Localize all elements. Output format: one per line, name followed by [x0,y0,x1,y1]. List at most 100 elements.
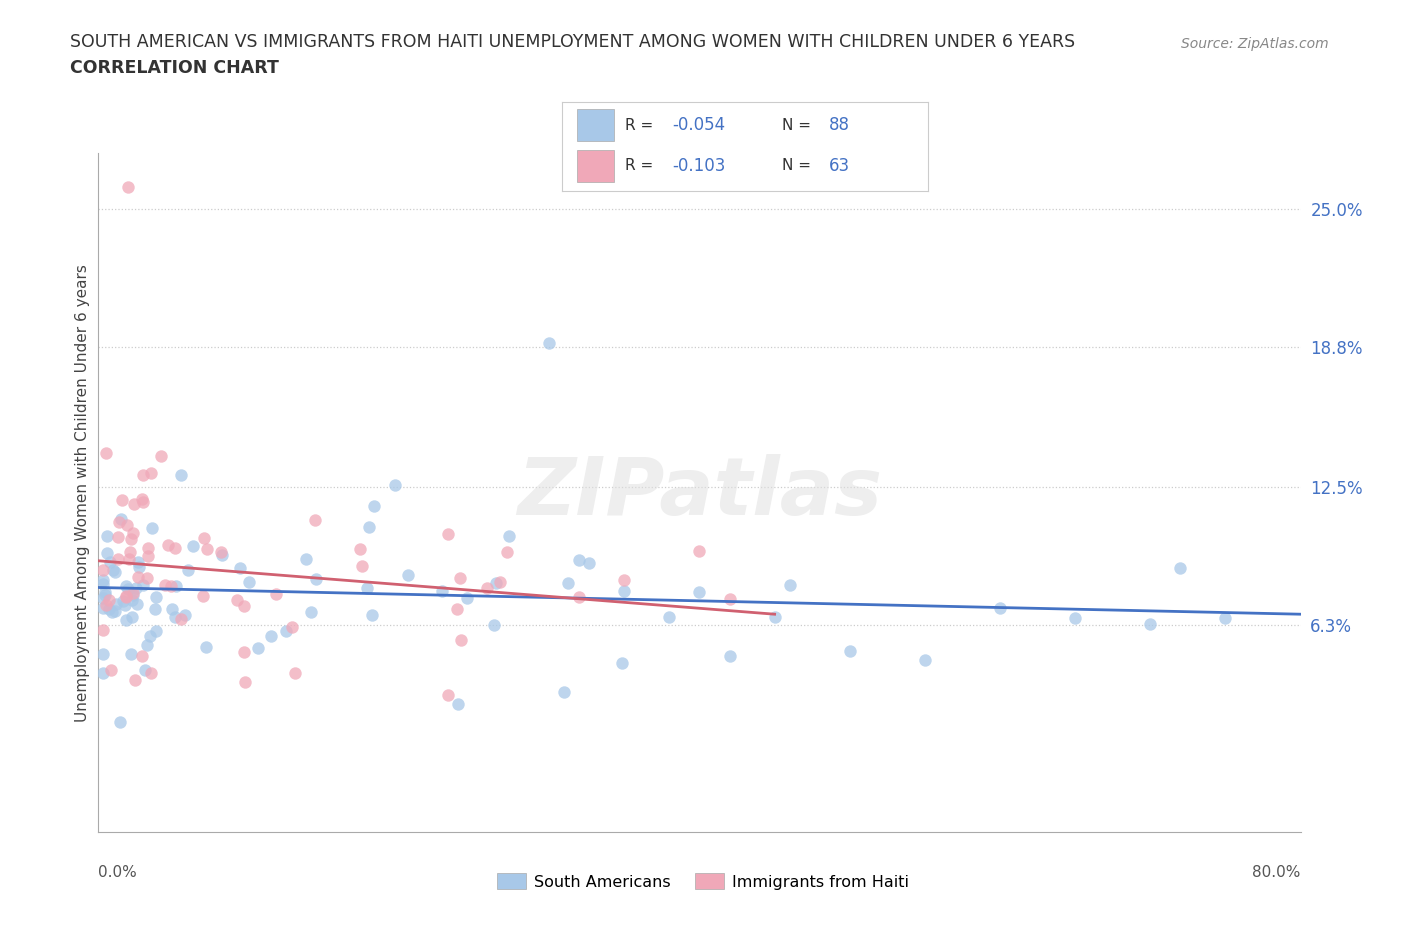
Point [127,554,149,569]
Point [141,521,163,536]
Point [132,578,155,592]
Text: SOUTH AMERICAN VS IMMIGRANTS FROM HAITI UNEMPLOYMENT AMONG WOMEN WITH CHILDREN U: SOUTH AMERICAN VS IMMIGRANTS FROM HAITI … [70,33,1076,51]
Point [170,468,193,483]
Point [177,563,200,578]
Point [718,591,741,606]
Text: R =: R = [624,158,658,173]
Point [118,552,141,567]
Point [104,565,127,579]
Point [111,594,134,609]
Point [689,544,711,559]
Point [1215,611,1237,626]
Point [165,578,187,593]
Point [115,578,138,593]
Point [475,580,498,595]
Point [127,597,149,612]
FancyBboxPatch shape [576,110,613,141]
Point [349,541,371,556]
Point [121,609,143,624]
Point [174,607,197,622]
Text: Source: ZipAtlas.com: Source: ZipAtlas.com [1181,37,1329,51]
Point [94,597,117,612]
Point [578,555,600,570]
Point [538,335,561,350]
Point [436,526,458,541]
Point [568,590,591,604]
Point [498,528,520,543]
Point [304,512,326,527]
Point [139,666,162,681]
Point [91,573,114,588]
Point [568,552,591,567]
Point [838,644,860,658]
Point [153,578,176,592]
Text: -0.054: -0.054 [672,116,725,134]
Point [610,656,633,671]
Point [128,560,150,575]
Point [689,585,711,600]
Point [160,601,183,616]
Point [914,653,936,668]
Point [93,585,115,600]
Text: 88: 88 [830,116,851,134]
Point [110,512,132,527]
Point [134,663,156,678]
Point [117,581,139,596]
Point [233,674,256,689]
Point [209,544,232,559]
Point [96,529,118,544]
Point [101,604,124,619]
Point [91,563,114,578]
Point [183,538,205,553]
Point [105,597,128,612]
Point [361,607,384,622]
Point [114,597,136,612]
Point [98,592,121,607]
Point [100,663,122,678]
Point [191,589,214,604]
Point [396,567,419,582]
Text: 63: 63 [830,157,851,175]
Point [233,644,256,659]
Point [482,618,505,632]
Legend: South Americans, Immigrants from Haiti: South Americans, Immigrants from Haiti [491,867,915,896]
Point [432,584,454,599]
Point [363,498,385,513]
Point [145,590,167,604]
Text: R =: R = [624,118,658,133]
Point [103,563,125,578]
Point [264,587,287,602]
Text: N =: N = [782,118,815,133]
Point [1064,611,1087,626]
Point [169,612,191,627]
Text: ZIPatlas: ZIPatlas [517,454,882,532]
Point [226,592,249,607]
Point [91,577,114,591]
Point [98,554,121,569]
Point [233,599,256,614]
Point [436,688,458,703]
Point [143,602,166,617]
Point [141,465,163,480]
Point [763,610,786,625]
Point [107,551,129,566]
Point [779,578,801,592]
Point [229,560,252,575]
Point [274,623,297,638]
Text: 80.0%: 80.0% [1253,865,1301,880]
Point [104,604,127,618]
Point [94,445,117,460]
Point [117,179,139,194]
Point [139,629,162,644]
Y-axis label: Unemployment Among Women with Children Under 6 years: Unemployment Among Women with Children U… [75,264,90,722]
FancyBboxPatch shape [576,150,613,182]
Point [489,575,512,590]
Point [1139,617,1161,631]
Point [718,648,741,663]
Point [124,580,146,595]
Point [131,492,153,507]
Point [211,548,233,563]
Point [91,591,114,605]
Point [136,549,159,564]
Point [120,646,142,661]
